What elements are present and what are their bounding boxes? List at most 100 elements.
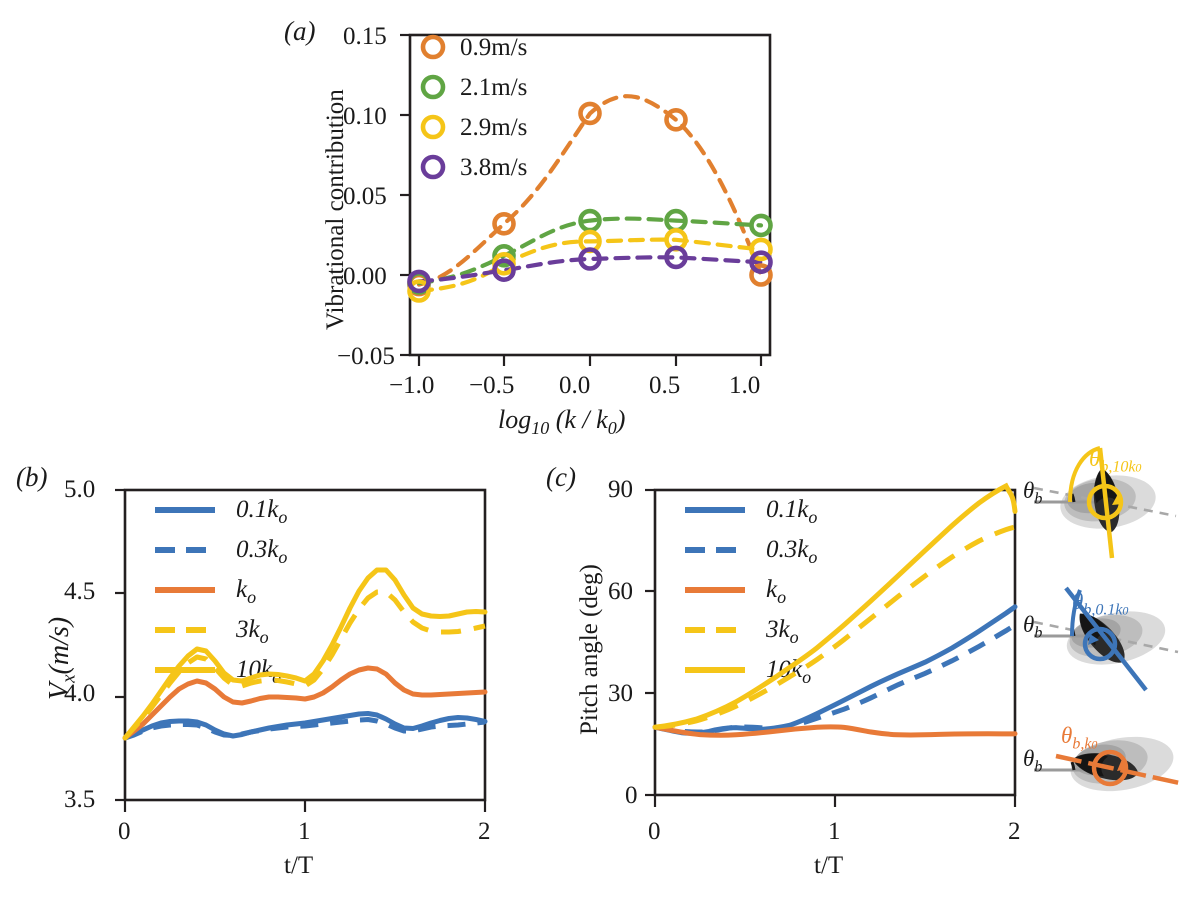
panel-c-xtick-1: 1 [828, 818, 841, 845]
panel-a-legend-label-1: 2.1m/s [460, 74, 528, 101]
panel-a-frame [408, 33, 772, 357]
panel-b-ytick-0: 5.0 [64, 476, 96, 503]
panel-c-plot [645, 482, 1018, 807]
rotation-marker-arrow-2 [1088, 634, 1099, 645]
panel-c-legend-label-3: 3ko [766, 616, 799, 648]
inset-01k0 [1033, 586, 1179, 692]
inset-k0-theta-sub2: 0 [1091, 737, 1098, 752]
panel-a-xlabel-rest: (k / k [555, 405, 608, 434]
inset-10k0-thetab-main: θ [1023, 478, 1035, 503]
panel-a-ytick-1: 0.10 [343, 103, 387, 130]
panel-b-legend-label-0: 0.1ko [236, 496, 287, 528]
panel-b-ytick-2: 4.0 [64, 680, 96, 707]
panel-a-xticks [417, 355, 763, 366]
inset-k0-theta-label: θb,k0 [1061, 723, 1097, 754]
inset-k0-thetab-main: θ [1023, 746, 1035, 771]
panel-b-series-1-line [124, 717, 486, 741]
panel-a-xlabel-log: log [498, 405, 532, 434]
panel-a-legend-marker-0 [420, 34, 446, 60]
panel-c-ytick-0: 90 [608, 476, 633, 503]
panel-c-legend-label-0: 0.1ko [766, 496, 817, 528]
panel-a-yticks [400, 33, 410, 357]
panel-a-ytick-3: 0.00 [343, 263, 387, 290]
inset-10k0-theta-sub: b,10k [1100, 458, 1136, 476]
inset-01k0-theta-label: θb,0.1k0 [1072, 589, 1128, 620]
panel-b-legend-label-3-main: 3k [236, 616, 260, 643]
panel-b-yticks [115, 488, 125, 802]
panel-b-legend-label-2-sub: o [247, 587, 257, 607]
panel-b-xtick-2: 2 [478, 818, 491, 845]
panel-b-legend-label-2-main: k [236, 576, 248, 603]
panel-c-legend-swatches [685, 507, 745, 673]
panel-a-xtick-1: −0.5 [469, 372, 515, 399]
panel-b-legend-label-1: 0.3ko [236, 536, 287, 568]
panel-c-xtick-2: 2 [1008, 818, 1021, 845]
panel-a-series-2-line [416, 237, 764, 294]
body-axis-line [1097, 447, 1115, 559]
panel-c-legend-label-2-sub: o [777, 587, 787, 607]
panel-a-xtick-3: 0.5 [649, 372, 681, 399]
inset-01k0-thetab-main: θ [1023, 612, 1035, 637]
panel-a-legend-marker-1 [420, 74, 446, 100]
panel-b-xticks [123, 800, 487, 812]
body-axis-line-2 [1064, 586, 1148, 692]
panel-b-legend-swatches [155, 507, 215, 673]
panel-b-series-2-line [122, 665, 488, 741]
panel-b-legend-label-3: 3ko [236, 616, 269, 648]
panel-b-ytick-1: 4.5 [64, 578, 96, 605]
panel-a-xlabel-sub10: 10 [531, 418, 550, 439]
panel-a-xtick-4: 1.0 [729, 372, 761, 399]
panel-b-xlabel: t/T [284, 852, 314, 879]
inset-01k0-theta-sub2: 0 [1122, 603, 1129, 618]
inset-10k0-thetab-label: θb [1023, 478, 1042, 509]
panel-b-legend-label-4-sub: o [272, 667, 282, 687]
panel-a-ytick-2: 0.05 [343, 183, 387, 210]
panel-b-legend-label-1-main: 0.3k [236, 536, 279, 563]
panel-b-ytick-3: 3.5 [64, 786, 96, 813]
panel-c-legend-label-0-sub: o [808, 507, 818, 527]
panel-a-plot [400, 33, 773, 366]
panel-c-ytick-3: 0 [625, 782, 638, 809]
inset-01k0-theta-main: θ [1072, 589, 1084, 614]
panel-c-ytick-1: 60 [608, 578, 633, 605]
panel-a-xlabel-close: ) [616, 405, 626, 434]
panel-c-series-4-line [652, 482, 1018, 730]
panel-c-series-3-line [654, 524, 1016, 730]
panel-b-legend-label-0-sub: o [278, 507, 288, 527]
inset-k0-thetab-sub: b [1034, 758, 1043, 776]
inset-01k0-thetab-label: θb [1023, 612, 1042, 643]
panel-a-series-0-markers [407, 101, 773, 297]
panel-c-yticks [645, 488, 655, 797]
panel-c-legend-label-1-sub: o [808, 547, 818, 567]
panel-a-markers [407, 101, 773, 303]
panel-a-xtick-0: −1.0 [389, 372, 435, 399]
panel-b-legend-label-0-main: 0.1k [236, 496, 279, 523]
panel-c-legend-label-0-main: 0.1k [766, 496, 809, 523]
rotation-marker-circle-2 [1082, 626, 1118, 662]
inset-k0-theta-sub: b,k [1072, 735, 1092, 753]
theta-b-arc-3 [1070, 761, 1076, 771]
theta-b-arc [1070, 493, 1076, 503]
inset-10k0-theta-sub2: 0 [1135, 460, 1142, 475]
rotation-marker-arrow-3 [1117, 759, 1128, 771]
panel-a-ytick-0: 0.15 [343, 23, 387, 50]
panel-c-xtick-0: 0 [648, 818, 661, 845]
inset-k0-thetab-label: θb [1023, 746, 1042, 777]
panel-a-xtick-2: 0.0 [559, 372, 591, 399]
inset-10k0 [1033, 446, 1177, 559]
panel-c-series-0-line [652, 604, 1018, 736]
inset-schematics [1033, 446, 1185, 792]
panel-a-series-3-markers [407, 245, 773, 294]
panel-c-xticks [653, 795, 1017, 807]
panel-a-legend-label-0: 0.9m/s [460, 34, 528, 61]
panel-c-legend-label-2-main: k [766, 576, 778, 603]
body-axis-line-3 [1055, 753, 1185, 787]
panel-c-legend-label-1: 0.3ko [766, 536, 817, 568]
panel-b-plot [115, 488, 488, 812]
panel-b-legend-label-3-sub: o [259, 627, 269, 647]
panel-a-series-0-line [416, 94, 764, 287]
panel-a-series-3-line [416, 255, 764, 284]
panel-b-label: (b) [16, 462, 48, 492]
panel-a-legend-marker-2 [420, 114, 446, 140]
inset-10k0-thetab-sub: b [1034, 490, 1043, 508]
